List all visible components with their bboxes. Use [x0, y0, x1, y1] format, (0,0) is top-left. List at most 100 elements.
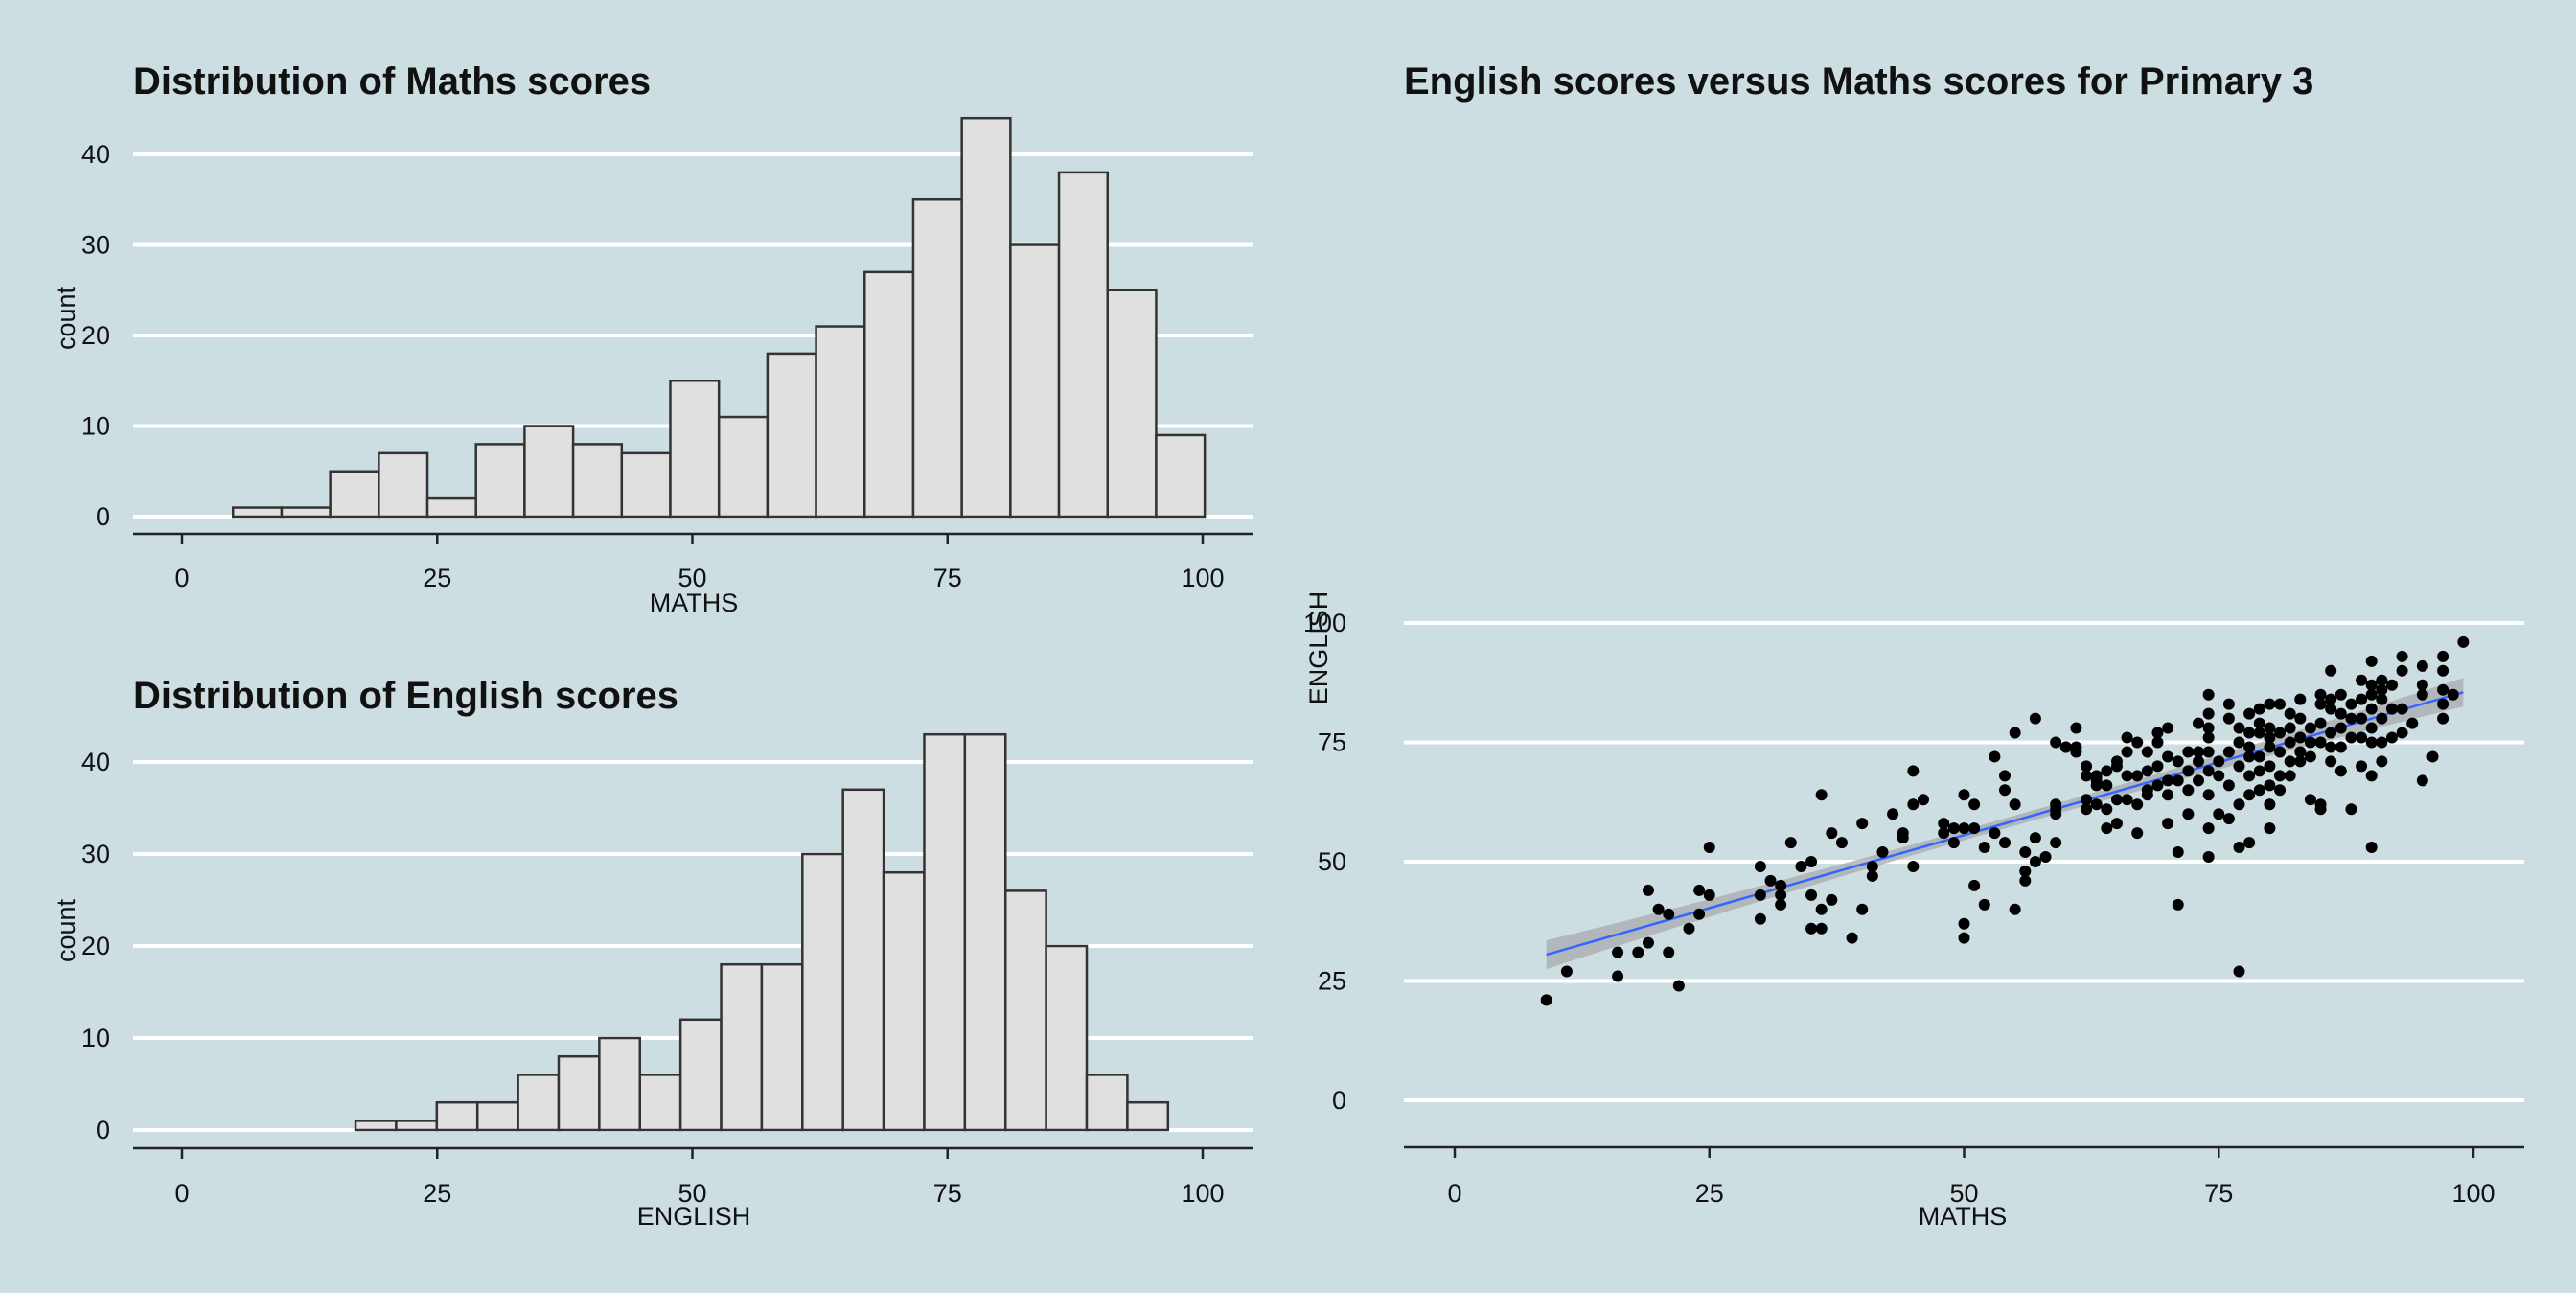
scatter-point [2345, 698, 2358, 710]
x-tick-label: 75 [2204, 1179, 2233, 1208]
scatter-point [1703, 842, 1715, 854]
x-tick-label: 50 [1949, 1179, 1978, 1208]
scatter-point [2182, 765, 2195, 777]
scatter-point [2233, 965, 2245, 978]
scatter-point [2314, 736, 2327, 749]
scatter-point [2172, 774, 2184, 787]
scatter-point [2294, 755, 2307, 768]
scatter-point [2070, 741, 2082, 753]
scatter-point [2365, 842, 2378, 854]
scatter-point [1887, 808, 1899, 820]
scatter-point [2376, 683, 2388, 696]
scatter-point [1612, 970, 1624, 982]
scatter-point [2182, 784, 2195, 797]
histogram-bar [1045, 944, 1089, 1132]
scatter-point [1693, 908, 1706, 920]
scatter-point [1663, 946, 1675, 958]
scatter-point [2243, 837, 2256, 849]
scatter-point [1754, 860, 1766, 872]
maths-histogram-y-label: count [52, 286, 80, 350]
scatter-title: English scores versus Maths scores for P… [1404, 60, 2313, 103]
english-histogram-title: Distribution of English scores [133, 675, 678, 717]
scatter-point [2365, 722, 2378, 734]
histogram-bar [598, 1036, 642, 1132]
scatter-point [2009, 727, 2021, 739]
scatter-point [2284, 770, 2296, 782]
scatter-point [2304, 794, 2316, 806]
scatter-point [2233, 842, 2245, 854]
scatter-point [1806, 856, 1818, 867]
scatter-point [2314, 803, 2327, 816]
scatter-point [2294, 693, 2307, 705]
scatter-point [2416, 679, 2428, 691]
scatter-point [2416, 659, 2428, 672]
scatter-point [2019, 846, 2032, 859]
scatter-point [2121, 794, 2133, 806]
scatter-point [2334, 707, 2347, 720]
histogram-bar [474, 443, 526, 519]
y-tick-label: 0 [1332, 1086, 1346, 1115]
scatter-point [2457, 635, 2470, 648]
y-tick-label: 10 [81, 412, 110, 441]
scatter-point [1672, 980, 1685, 992]
maths-histogram-x-label: MATHS [650, 589, 739, 617]
scatter-point [1642, 884, 1654, 896]
scatter-point [2385, 731, 2398, 744]
scatter-point [2182, 746, 2195, 758]
scatter-point [1642, 936, 1654, 949]
scatter-point [2356, 674, 2368, 686]
histogram-bar [766, 352, 817, 519]
scatter-point [2253, 750, 2266, 763]
scatter-point [2110, 755, 2123, 768]
scatter-point [2396, 703, 2408, 715]
scatter-point [2396, 650, 2408, 662]
scatter-point [2192, 755, 2204, 768]
scatter-point [2376, 736, 2388, 749]
scatter-point [2192, 746, 2204, 758]
scatter-point [2437, 712, 2450, 725]
scatter-point [1775, 898, 1787, 911]
histogram-bar [435, 1100, 479, 1132]
scatter-point [1632, 946, 1644, 958]
scatter-point [2447, 688, 2459, 701]
scatter-point [2131, 827, 2144, 840]
scatter-point [2162, 722, 2174, 734]
scatter-point [2264, 779, 2276, 792]
histogram-bar [717, 415, 770, 519]
scatter-point [1978, 898, 1990, 911]
scatter-point [1947, 837, 1960, 849]
histogram-bar [1009, 243, 1061, 519]
scatter-point [1978, 842, 1990, 854]
scatter-point [2334, 688, 2347, 701]
scatter-point [1968, 879, 1981, 891]
x-tick-label: 100 [1181, 1179, 1224, 1208]
scatter-point [2365, 679, 2378, 691]
scatter-point [1876, 846, 1889, 859]
scatter-point [1815, 903, 1828, 915]
scatter-point [2365, 703, 2378, 715]
scatter-point [2356, 712, 2368, 725]
scatter-point [1968, 798, 1981, 811]
scatter-point [2029, 856, 2041, 867]
scatter-point [2264, 698, 2276, 710]
scatter-point [2284, 755, 2296, 768]
scatter-point [1897, 832, 1909, 844]
scatter-x-ticks: 0 25 50 75 100 [1404, 1145, 2524, 1208]
scatter-point [2243, 789, 2256, 801]
scatter-point [1856, 903, 1869, 915]
scatter-point [2059, 741, 2072, 753]
scatter-point [2182, 808, 2195, 820]
scatter-point [1663, 908, 1675, 920]
x-tick-label: 25 [423, 1179, 451, 1208]
scatter-point [2396, 664, 2408, 677]
scatter-points [1540, 635, 2470, 1006]
scatter-point [2264, 798, 2276, 811]
scatter-point [2131, 736, 2144, 749]
histogram-bar [911, 198, 963, 519]
scatter-point [2264, 722, 2276, 734]
scatter-point [2314, 688, 2327, 701]
histogram-bar [841, 788, 886, 1132]
scatter-point [2090, 798, 2103, 811]
scatter-point [2264, 731, 2276, 744]
